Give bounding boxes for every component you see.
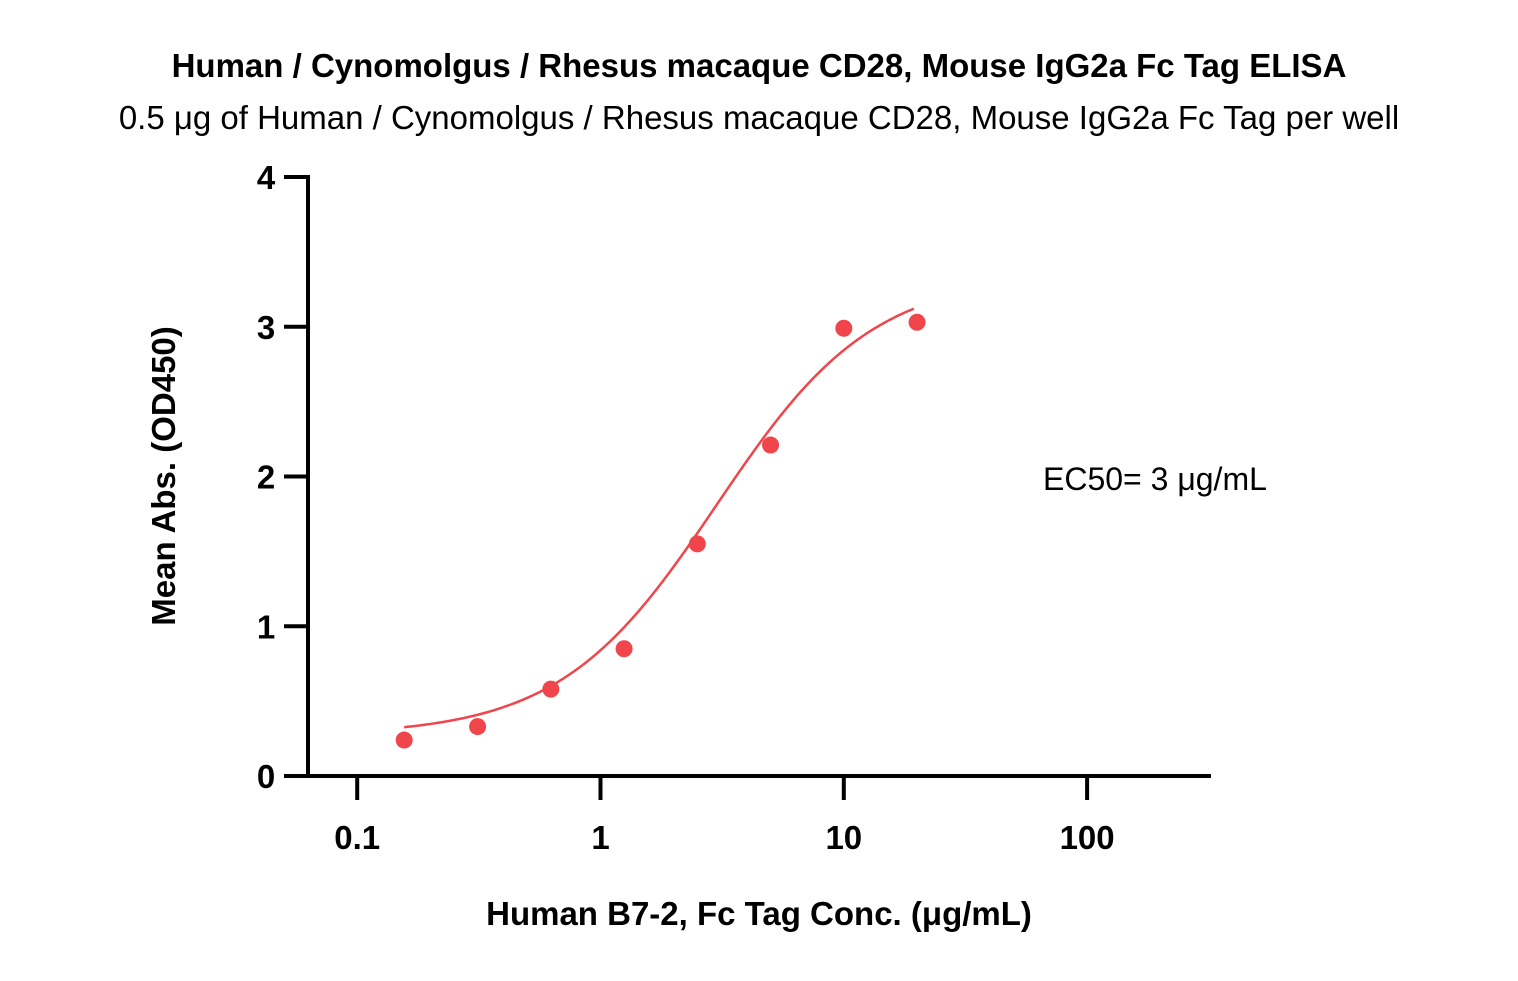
y-tick-label: 1 bbox=[257, 608, 275, 645]
chart-subtitle: 0.5 μg of Human / Cynomolgus / Rhesus ma… bbox=[118, 99, 1400, 136]
x-tick-label: 1 bbox=[591, 819, 609, 856]
y-tick-label: 4 bbox=[257, 159, 276, 196]
data-point bbox=[688, 535, 706, 553]
data-point bbox=[615, 640, 633, 658]
y-tick-label: 3 bbox=[257, 309, 275, 346]
data-point bbox=[542, 680, 560, 698]
fit-curve-layer bbox=[404, 307, 915, 729]
data-point bbox=[469, 718, 487, 736]
data-point bbox=[762, 436, 780, 454]
axes: 0 1 2 3 4 0.1 1 10 100 bbox=[257, 159, 1211, 856]
data-point bbox=[835, 319, 853, 337]
data-point bbox=[908, 313, 926, 331]
chart-title: Human / Cynomolgus / Rhesus macaque CD28… bbox=[171, 47, 1347, 84]
x-tick-label: 0.1 bbox=[334, 819, 380, 856]
y-axis-label: Mean Abs. (OD450) bbox=[145, 326, 182, 626]
x-tick-label: 100 bbox=[1060, 819, 1115, 856]
ec50-annotation: EC50= 3 μg/mL bbox=[1043, 461, 1267, 497]
x-tick-label: 10 bbox=[825, 819, 862, 856]
data-points-layer bbox=[395, 313, 926, 749]
x-axis-label: Human B7-2, Fc Tag Conc. (μg/mL) bbox=[486, 895, 1032, 932]
data-point bbox=[395, 731, 413, 749]
y-tick-label: 2 bbox=[257, 459, 275, 496]
y-tick-label: 0 bbox=[257, 758, 275, 795]
fit-curve bbox=[404, 307, 915, 729]
